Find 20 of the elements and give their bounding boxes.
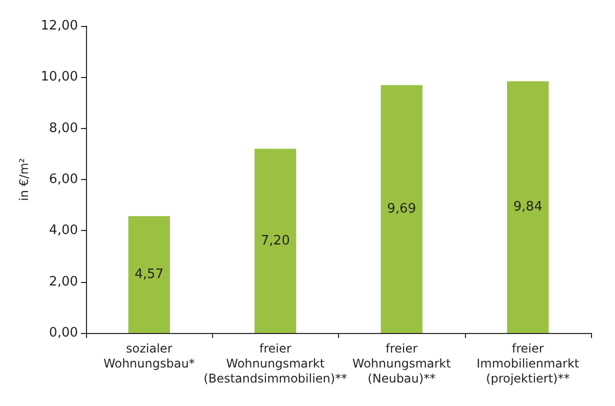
x-tick-label: freier Immobilienmarkt (projektiert)** — [476, 342, 580, 386]
bar — [254, 148, 296, 333]
y-tick-label: 12,00 — [40, 18, 78, 34]
y-tick-label: 8,00 — [49, 120, 78, 136]
y-tick-label: 6,00 — [49, 172, 78, 187]
y-tick-label: 0,00 — [49, 326, 78, 340]
y-tick-label: 2,00 — [49, 274, 78, 290]
y-axis-title: in €/m² — [16, 158, 31, 201]
bar — [380, 85, 422, 333]
y-tick-label: 4,00 — [49, 223, 78, 238]
data-label: 4,57 — [134, 267, 164, 282]
bar — [507, 81, 549, 333]
data-label: 9,84 — [513, 200, 542, 215]
x-tick-label: sozialer Wohnungsbau* — [103, 342, 195, 370]
data-label: 7,20 — [260, 233, 290, 248]
x-tick-label: freier Wohnungsmarkt (Neubau)** — [352, 342, 452, 386]
data-label: 9,69 — [387, 202, 416, 217]
y-tick-label: 10,00 — [40, 70, 78, 85]
bar — [128, 216, 170, 333]
x-tick-label: freier Wohnungsmarkt (Bestandsimmobilien)** — [204, 342, 348, 386]
